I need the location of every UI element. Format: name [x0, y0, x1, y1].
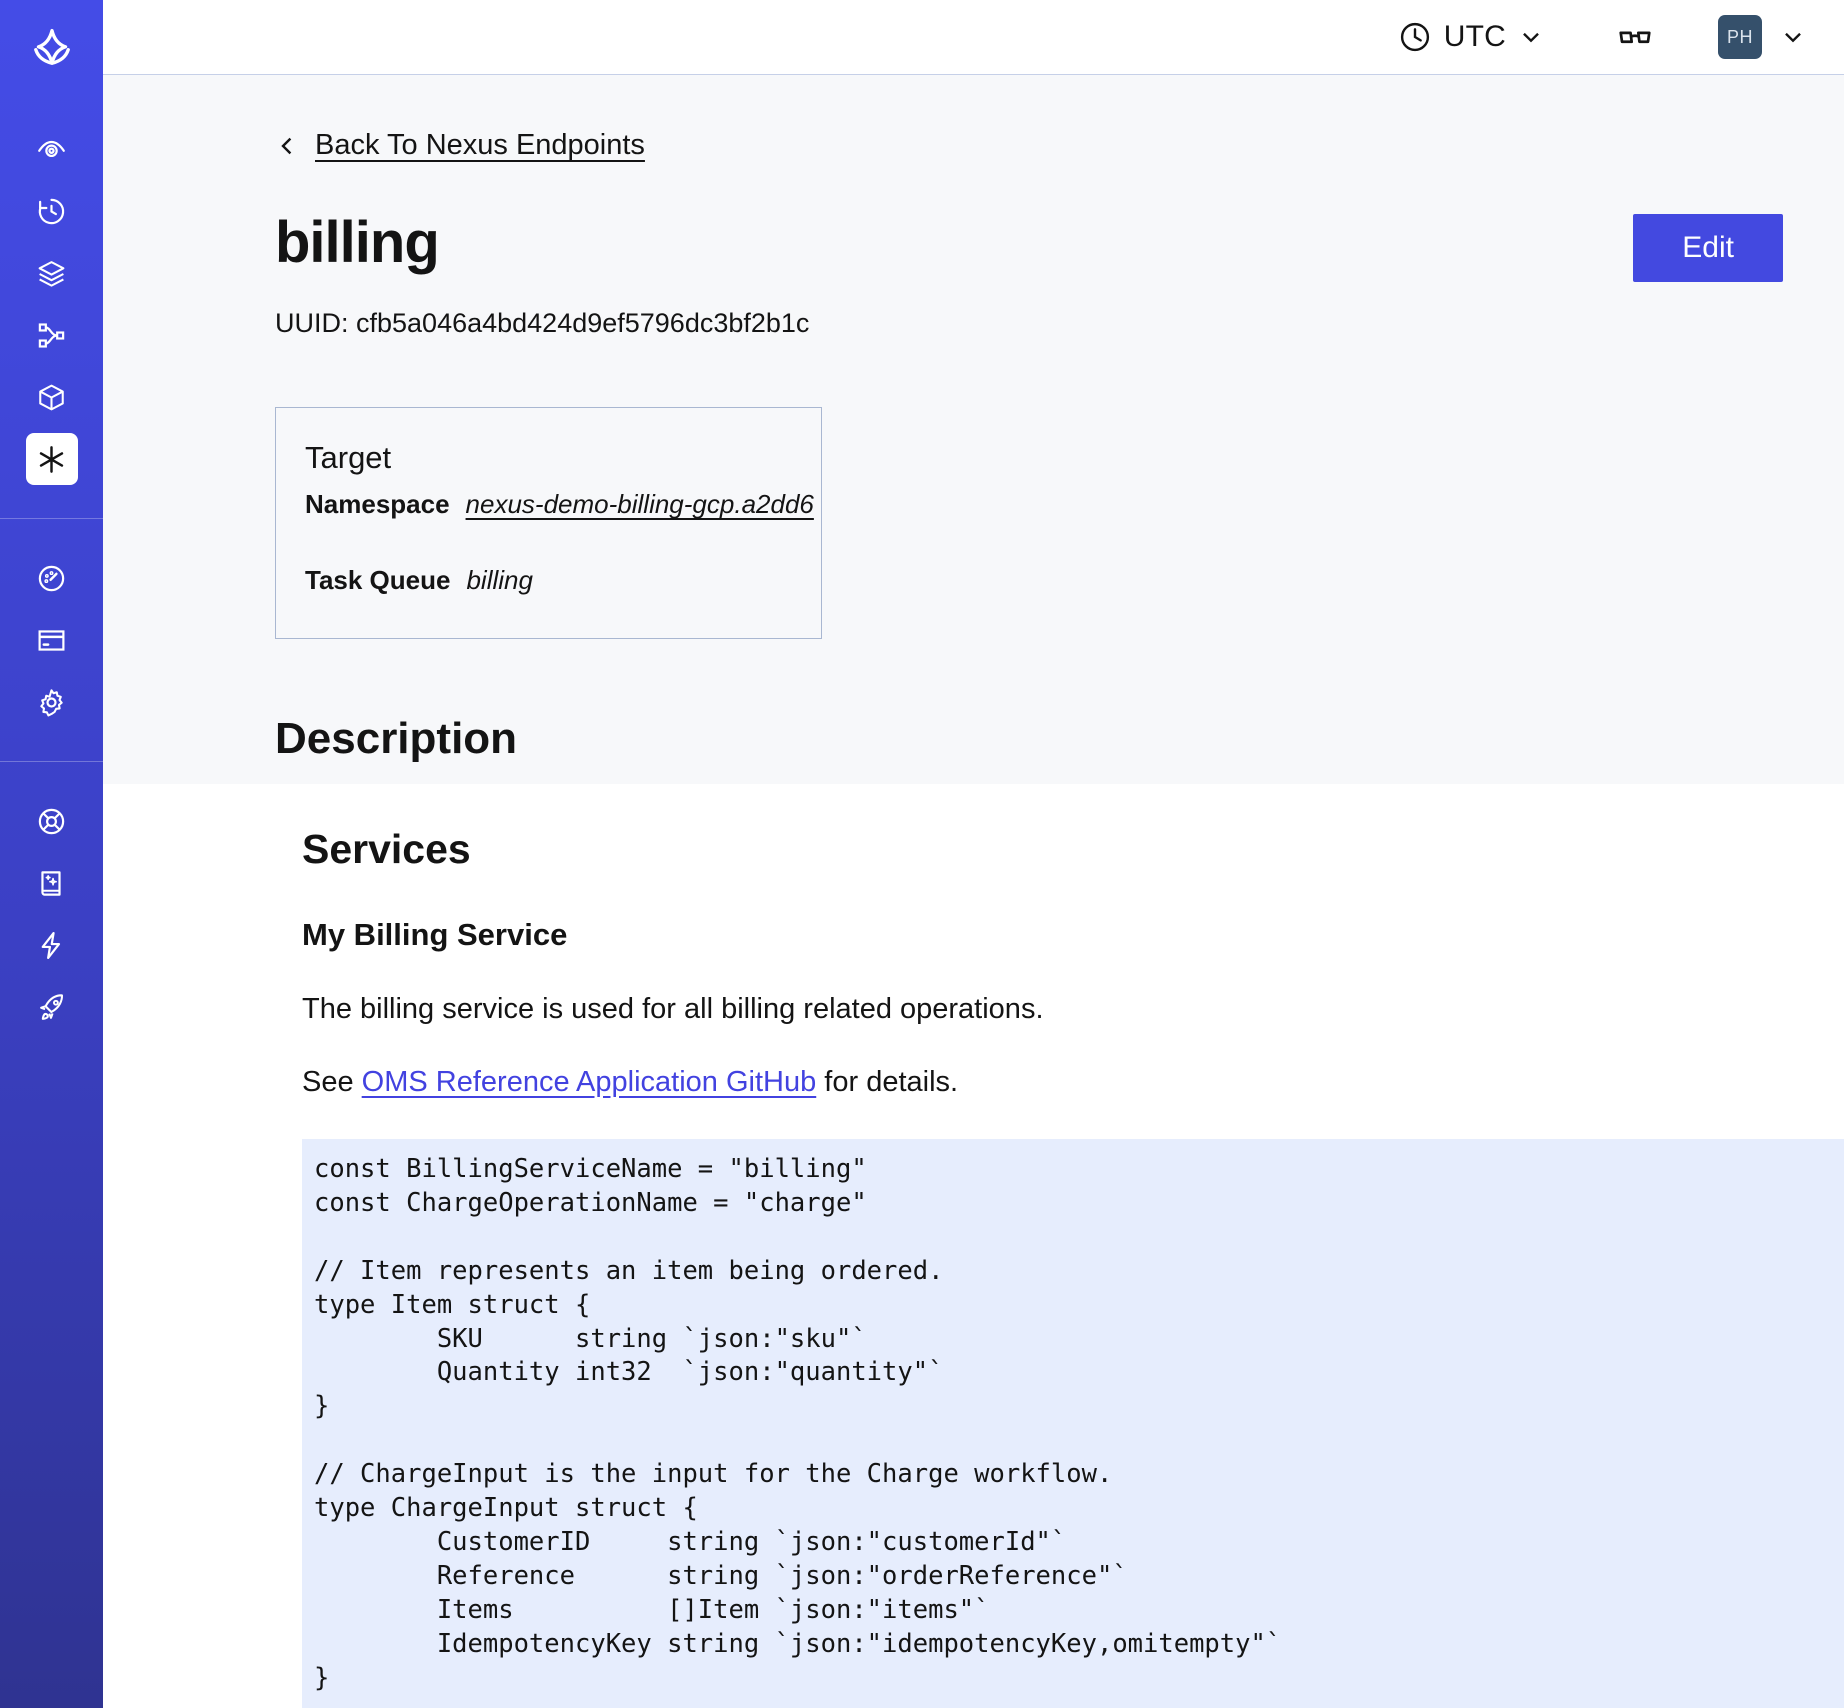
- credit-card-icon: [38, 629, 65, 651]
- readonly-mode-toggle[interactable]: [1616, 18, 1654, 56]
- lightning-bolt-icon: [41, 931, 61, 959]
- sidebar-item-schedules[interactable]: [26, 185, 78, 237]
- sidebar-item-support[interactable]: [26, 795, 78, 847]
- clock-icon: [1400, 22, 1429, 52]
- rocket-icon: [40, 993, 64, 1020]
- gauge-icon: [38, 565, 65, 591]
- back-link-label: Back To Nexus Endpoints: [315, 129, 645, 161]
- lifebuoy-icon: [38, 808, 65, 834]
- clock-history-icon: [38, 198, 65, 224]
- namespace-label: Namespace: [305, 489, 450, 519]
- description-code-block: const BillingServiceName = "billing" con…: [302, 1139, 1844, 1708]
- target-card: Target Namespace nexus-demo-billing-gcp.…: [275, 407, 822, 639]
- task-queue-label: Task Queue: [305, 565, 451, 595]
- user-menu[interactable]: PH: [1718, 15, 1806, 59]
- asterisk-icon: [39, 445, 64, 473]
- target-task-queue-row: Task Queue billing: [305, 565, 821, 596]
- page-content: Back To Nexus Endpoints billing Edit UUI…: [103, 75, 1844, 1708]
- description-subheading: My Billing Service: [302, 917, 568, 952]
- sidebar-item-settings[interactable]: [26, 676, 78, 728]
- sidebar-item-usage[interactable]: [26, 552, 78, 604]
- edit-button[interactable]: Edit: [1633, 214, 1783, 282]
- description-see-line: See OMS Reference Application GitHub for…: [302, 1066, 1844, 1099]
- avatar: PH: [1718, 15, 1762, 59]
- oms-github-link[interactable]: OMS Reference Application GitHub: [361, 1066, 817, 1098]
- temporal-logo-icon: [33, 28, 70, 65]
- sidebar-group-primary: [0, 104, 103, 518]
- sidebar-item-task-queues[interactable]: [26, 309, 78, 361]
- task-queue-value: billing: [466, 565, 533, 595]
- description-section-title: Description: [275, 714, 518, 763]
- sidebar: [0, 0, 103, 1708]
- description-panel: Services My Billing Service The billing …: [103, 784, 1844, 1708]
- gear-icon: [40, 688, 63, 716]
- target-namespace-row: Namespace nexus-demo-billing-gcp.a2dd6: [305, 489, 821, 520]
- sidebar-item-namespaces[interactable]: [26, 371, 78, 423]
- namespace-value[interactable]: nexus-demo-billing-gcp.a2dd6: [465, 489, 814, 519]
- layers-icon: [38, 260, 65, 287]
- page-title: billing: [275, 210, 440, 275]
- description-paragraph: The billing service is used for all bill…: [302, 993, 1044, 1025]
- chevron-down-icon: [1523, 32, 1539, 43]
- sidebar-item-whats-new[interactable]: [26, 981, 78, 1033]
- cube-icon: [39, 384, 64, 410]
- sidebar-item-batch-operations[interactable]: [26, 247, 78, 299]
- app-logo[interactable]: [0, 0, 103, 104]
- see-suffix: for details.: [816, 1066, 959, 1098]
- sidebar-group-account: [0, 518, 103, 761]
- target-card-title: Target: [305, 440, 392, 475]
- sidebar-item-docs[interactable]: [26, 857, 78, 909]
- breadcrumb[interactable]: Back To Nexus Endpoints: [103, 75, 1844, 162]
- sidebar-group-help: [0, 761, 103, 1038]
- sidebar-item-recent-workflows[interactable]: [26, 123, 78, 175]
- topbar: UTC PH: [103, 0, 1844, 75]
- book-sparkle-icon: [41, 870, 61, 896]
- node-graph-icon: [38, 322, 65, 348]
- sidebar-item-billing[interactable]: [26, 614, 78, 666]
- page-header: billing Edit: [103, 162, 1844, 282]
- glasses-icon: [1619, 31, 1651, 44]
- sidebar-item-nexus[interactable]: [25, 433, 78, 485]
- chevron-down-icon: [1785, 32, 1801, 43]
- timezone-label: UTC: [1443, 20, 1506, 53]
- endpoint-uuid: UUID: cfb5a046a4bd424d9ef5796dc3bf2b1c: [275, 308, 810, 338]
- description-heading: Services: [302, 826, 471, 872]
- sidebar-item-activity[interactable]: [26, 919, 78, 971]
- chevron-left-icon: [281, 137, 292, 154]
- eye-spiral-icon: [38, 140, 65, 157]
- timezone-selector[interactable]: UTC: [1398, 20, 1544, 54]
- see-prefix: See: [302, 1066, 362, 1098]
- main-area: UTC PH: [103, 0, 1844, 1708]
